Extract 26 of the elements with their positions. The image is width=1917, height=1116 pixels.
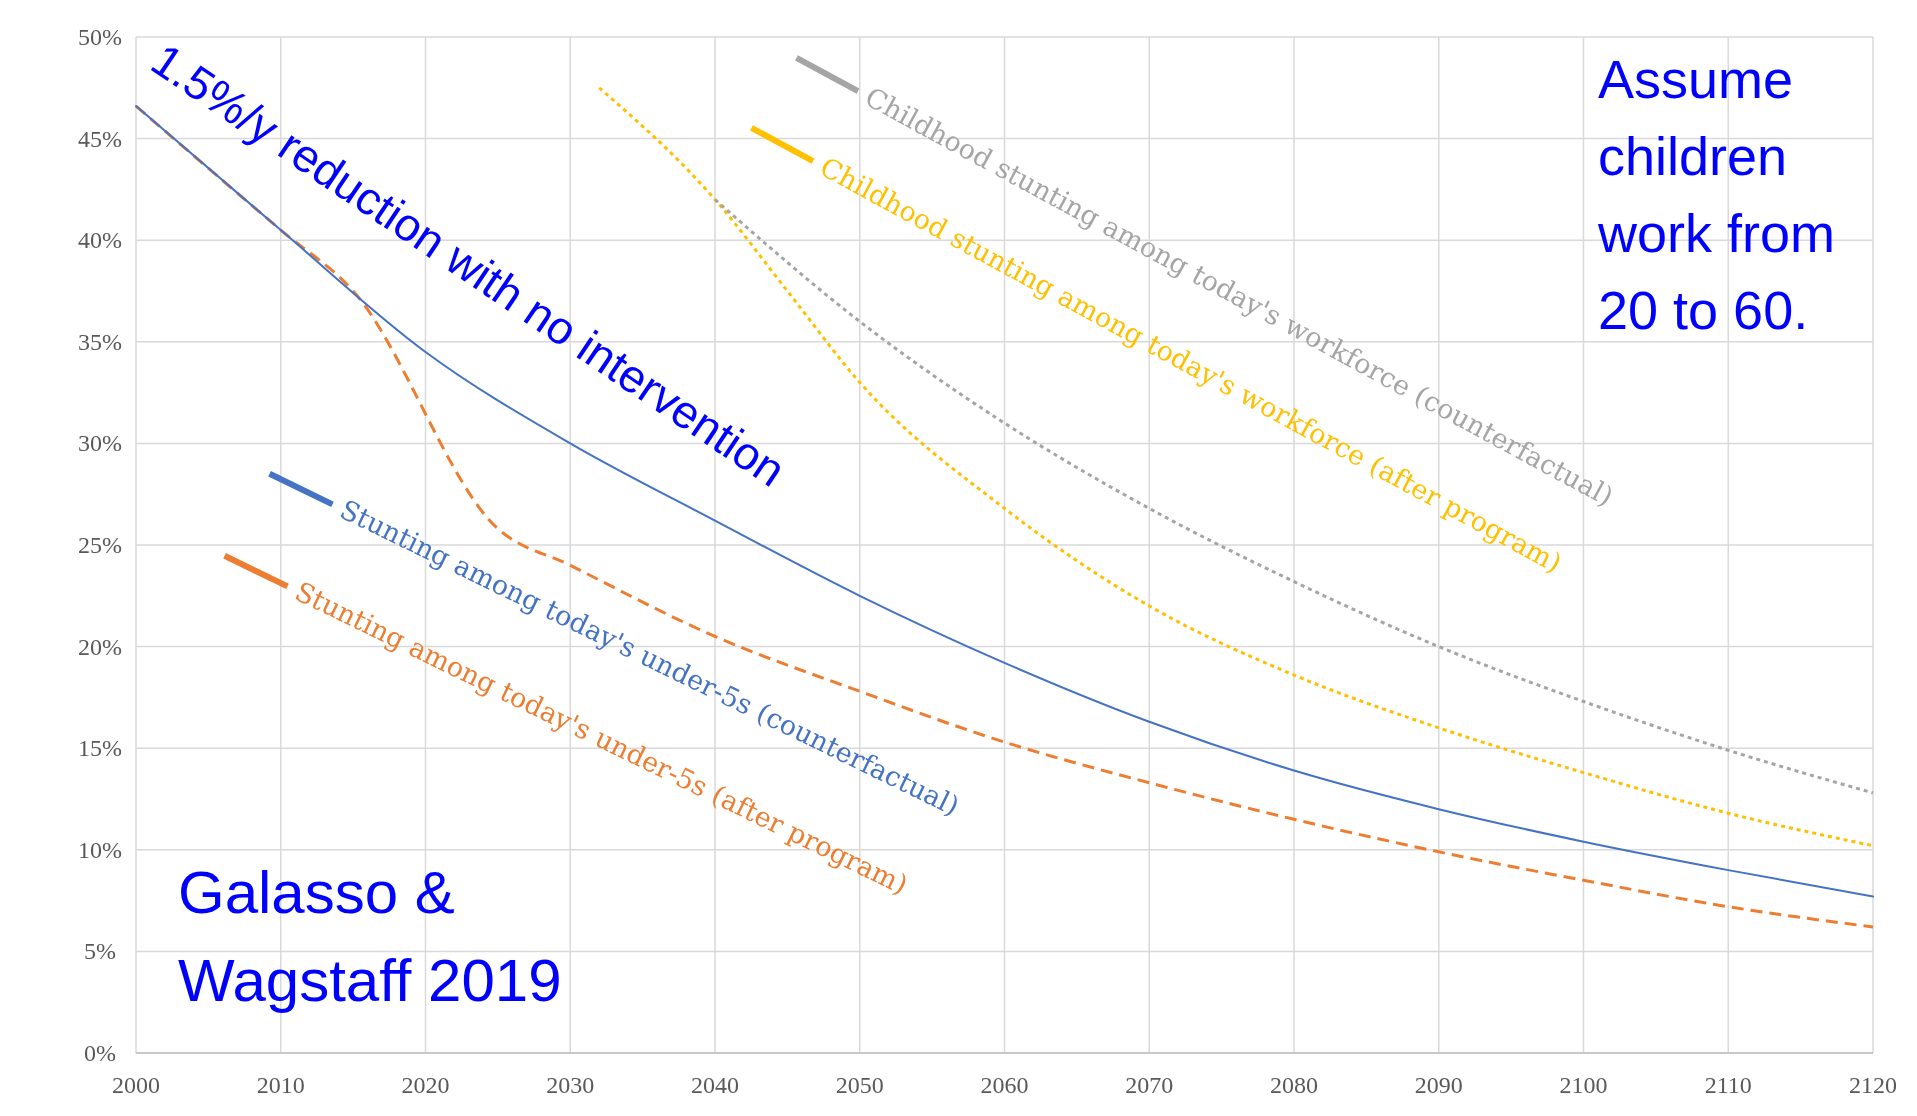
annotation: Assume children work from 20 to 60. <box>1597 49 1836 340</box>
y-tick-label: 10% <box>78 836 122 863</box>
x-tick-label: 2000 <box>112 1072 160 1098</box>
y-tick-label: 45% <box>78 125 122 152</box>
x-tick-label: 2040 <box>691 1072 739 1098</box>
y-tick-label: 40% <box>78 227 122 254</box>
y-tick-label: 20% <box>78 633 122 660</box>
x-tick-label: 2120 <box>1849 1072 1897 1098</box>
x-tick-label: 2050 <box>835 1072 884 1098</box>
x-tick-label: 2020 <box>401 1072 450 1098</box>
annotation: Galasso & Wagstaff 2019 <box>178 859 562 1014</box>
y-tick-label: 15% <box>78 735 122 762</box>
x-tick-label: 2110 <box>1704 1072 1752 1098</box>
y-tick-label: 0% <box>84 1040 116 1066</box>
x-tick-label: 2090 <box>1414 1072 1463 1098</box>
x-tick-label: 2010 <box>256 1072 305 1098</box>
y-tick-label: 50% <box>78 24 122 50</box>
y-tick-label: 35% <box>78 328 122 355</box>
x-tick-label: 2070 <box>1125 1072 1174 1098</box>
x-tick-label: 2100 <box>1559 1072 1608 1098</box>
x-tick-label: 2080 <box>1270 1072 1318 1098</box>
y-tick-label: 25% <box>78 532 122 558</box>
y-tick-label: 30% <box>78 430 122 457</box>
x-tick-label: 2030 <box>546 1072 595 1098</box>
y-tick-label: 5% <box>84 938 116 965</box>
x-tick-label: 2060 <box>980 1072 1029 1098</box>
